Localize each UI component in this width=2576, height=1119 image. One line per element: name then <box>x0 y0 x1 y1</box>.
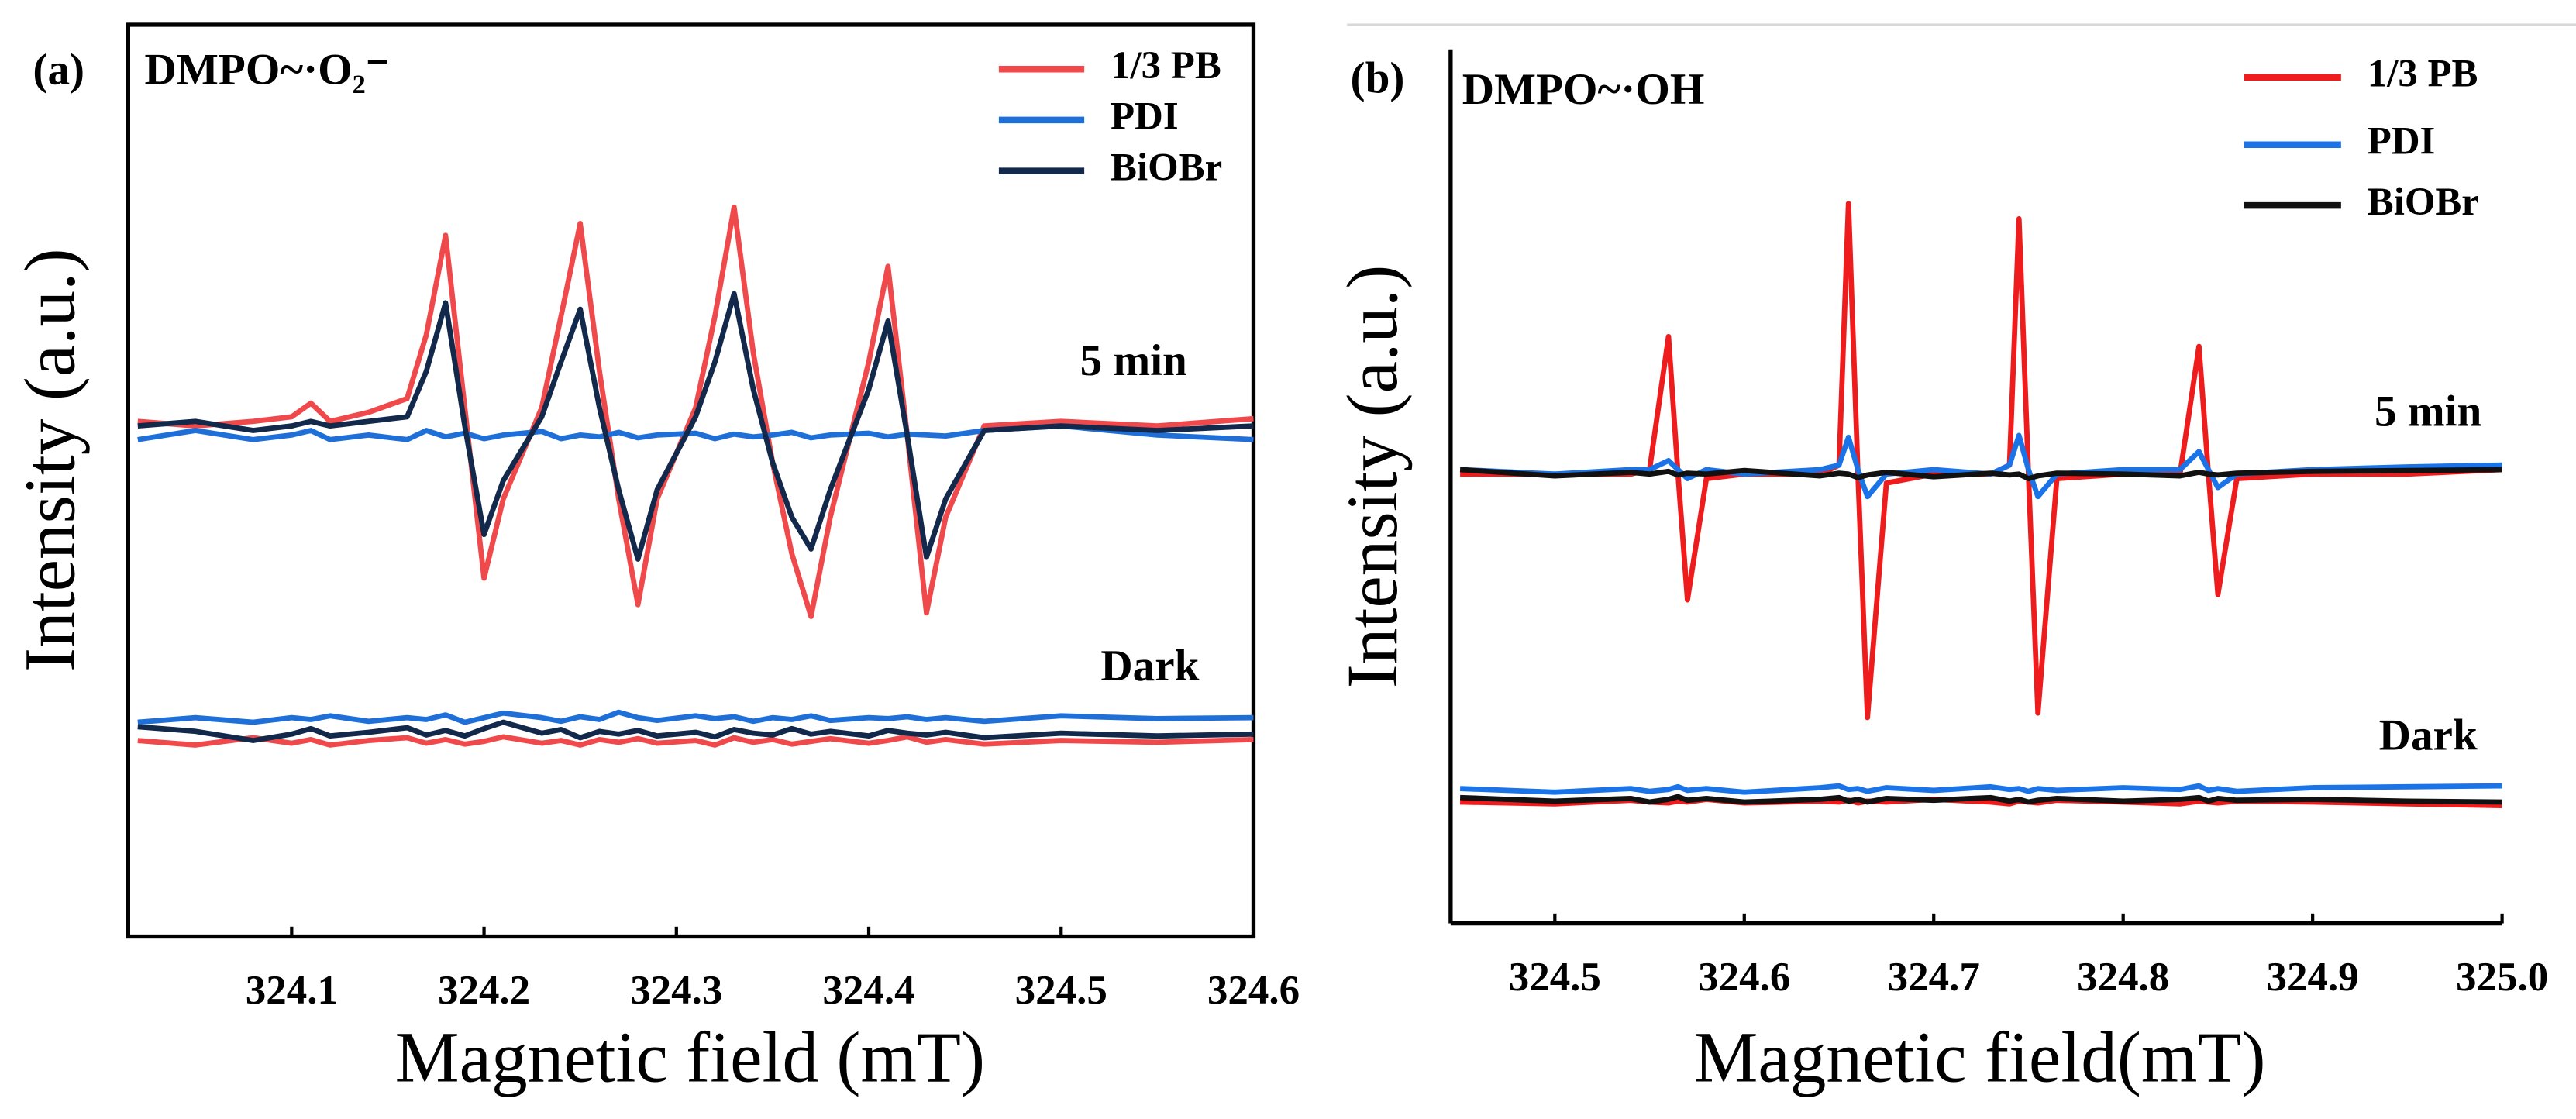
panel-label: (a) <box>33 46 84 95</box>
y-axis-label: Intensity (a.u.) <box>11 249 91 672</box>
x-tick-label: 324.4 <box>822 968 914 1013</box>
x-axis-label: Magnetic field(mT) <box>1693 1017 2265 1097</box>
annotation: Dark <box>2379 711 2478 759</box>
legend-label: 1/3 PB <box>1111 44 1221 88</box>
spectrum-line <box>137 709 1254 725</box>
legend-label: PDI <box>1111 95 1179 139</box>
spectrum-line <box>137 291 1254 562</box>
x-tick-label: 324.9 <box>2267 955 2359 1000</box>
spectrum-line <box>1459 794 2502 805</box>
y-axis-label: Intensity (a.u.) <box>1333 265 1413 688</box>
x-tick-label: 324.7 <box>1888 955 1980 1000</box>
chart-title: DMPO~·O₂⁻ <box>145 46 390 95</box>
legend-label: BiOBr <box>2368 181 2479 224</box>
panel-label: (b) <box>1351 53 1405 102</box>
legend-label: 1/3 PB <box>2368 52 2478 95</box>
spectrum-line <box>1459 432 2502 500</box>
spectrum-line <box>1460 201 2502 721</box>
x-axis-label: Magnetic field (mT) <box>395 1017 985 1097</box>
spectrum-line <box>137 719 1254 743</box>
annotation: Dark <box>1100 642 1199 690</box>
x-tick-label: 324.1 <box>246 968 338 1013</box>
legend-label: PDI <box>2368 119 2436 163</box>
x-tick-label: 324.8 <box>2077 955 2169 1000</box>
x-tick-label: 324.2 <box>438 968 530 1013</box>
spectrum-line <box>137 734 1254 748</box>
chart-title: DMPO~·OH <box>1462 65 1705 114</box>
x-tick-label: 324.5 <box>1015 968 1107 1013</box>
spectrum-line <box>1459 783 2502 795</box>
annotation: 5 min <box>1080 336 1187 385</box>
x-tick-label: 324.6 <box>1698 955 1790 1000</box>
x-tick-label: 324.5 <box>1509 955 1601 1000</box>
legend-label: BiOBr <box>1111 146 1222 189</box>
spectrum-line <box>1459 467 2502 481</box>
annotation: 5 min <box>2375 387 2481 436</box>
x-tick-label: 325.0 <box>2456 955 2548 1000</box>
plot-frame <box>126 22 1256 939</box>
x-tick-label: 324.6 <box>1207 968 1300 1013</box>
x-tick-label: 324.3 <box>630 968 722 1013</box>
